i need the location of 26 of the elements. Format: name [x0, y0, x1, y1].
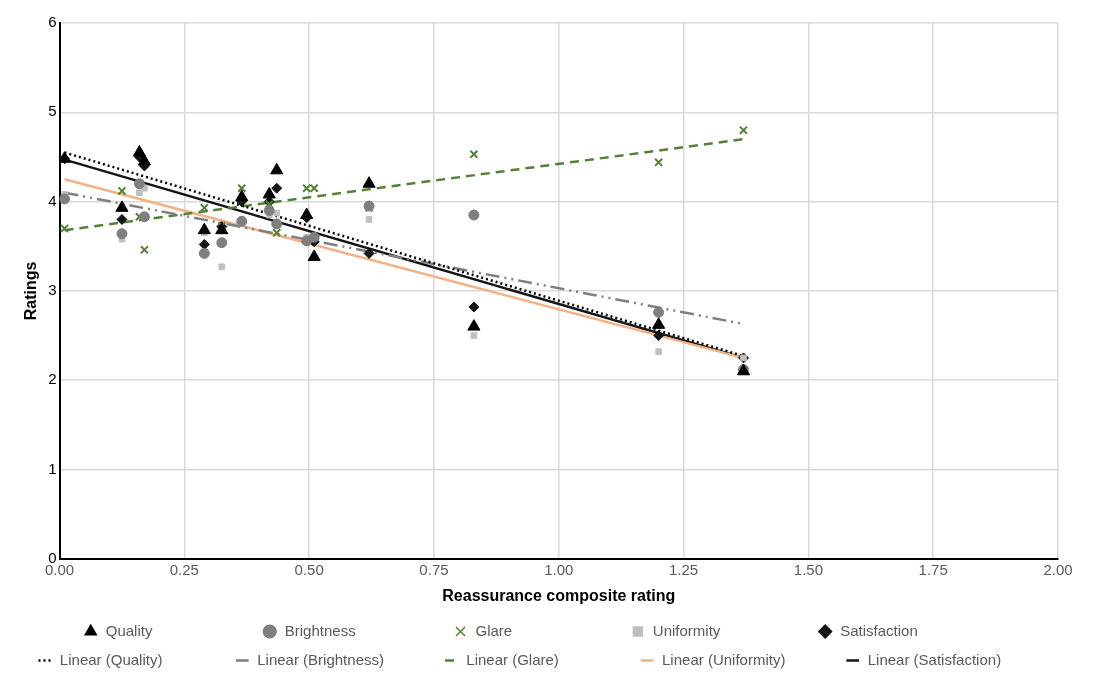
x-tick-label: 1.75 — [918, 560, 948, 578]
y-tick-label: 6 — [48, 13, 57, 31]
legend-label: Linear (Glare) — [466, 650, 626, 668]
x-tick-label: 1.50 — [793, 560, 823, 578]
legend-label: Brightness — [284, 621, 439, 639]
y-tick-label: 3 — [48, 281, 57, 299]
legend-label: Linear (Uniformity) — [662, 650, 832, 668]
y-axis-title: Ratings — [22, 261, 40, 321]
legend-label: Linear (Satisfaction) — [867, 650, 1039, 668]
x-tick-label: 2.00 — [1043, 560, 1073, 578]
x-axis-title: Reassurance composite rating — [442, 586, 676, 604]
x-tick-label: 0.75 — [419, 560, 449, 578]
legend-label: Satisfaction — [840, 621, 993, 639]
y-tick-label: 1 — [48, 459, 57, 477]
legend-label: Linear (Brightness) — [257, 650, 430, 668]
x-tick-label: 0.25 — [169, 560, 199, 578]
x-tick-label: 0.50 — [294, 560, 324, 578]
legend-label: Quality — [105, 621, 249, 639]
legend-label: Glare — [475, 621, 617, 639]
x-tick-label: 1.00 — [544, 560, 574, 578]
y-tick-label: 5 — [48, 102, 57, 120]
legend-label: Linear (Quality) — [59, 650, 221, 668]
y-tick-label: 2 — [48, 370, 57, 388]
legend-label: Uniformity — [652, 621, 804, 639]
x-tick-label: 1.25 — [668, 560, 699, 578]
y-tick-label: 4 — [48, 191, 57, 209]
